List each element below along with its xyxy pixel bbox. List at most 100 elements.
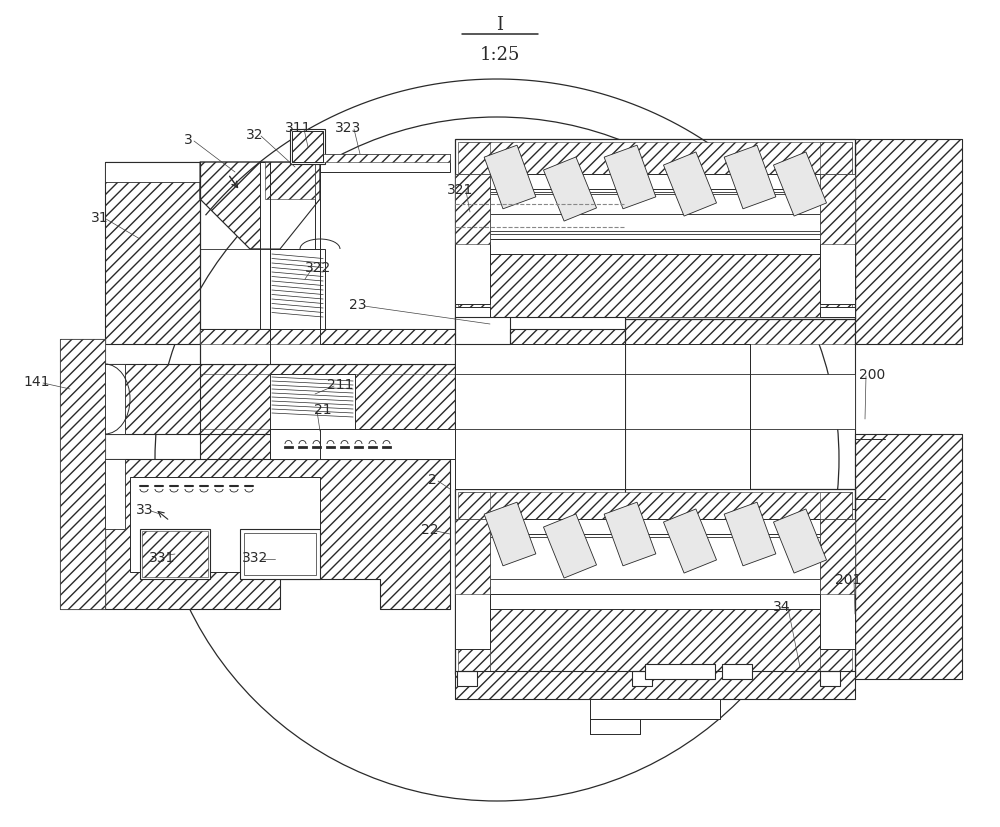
- Text: 141: 141: [24, 375, 50, 389]
- Bar: [820, 672, 840, 686]
- Bar: [270, 375, 355, 429]
- Bar: [590, 699, 720, 719]
- Polygon shape: [455, 318, 750, 490]
- Polygon shape: [543, 514, 597, 578]
- Bar: [490, 519, 820, 534]
- Polygon shape: [604, 503, 656, 566]
- Bar: [750, 375, 855, 429]
- Polygon shape: [820, 492, 852, 672]
- Polygon shape: [458, 492, 490, 672]
- Polygon shape: [200, 163, 320, 250]
- Polygon shape: [200, 345, 455, 375]
- Text: 200: 200: [859, 367, 885, 381]
- Bar: [490, 195, 820, 215]
- Bar: [292, 131, 323, 163]
- Bar: [625, 345, 750, 490]
- Bar: [855, 140, 962, 345]
- Bar: [455, 174, 490, 304]
- Polygon shape: [142, 532, 208, 577]
- Bar: [625, 318, 855, 509]
- Text: 33: 33: [136, 502, 154, 516]
- Text: 201: 201: [835, 572, 861, 586]
- Bar: [490, 595, 820, 609]
- Text: 22: 22: [421, 523, 439, 537]
- Polygon shape: [265, 163, 315, 200]
- Bar: [105, 460, 125, 529]
- Polygon shape: [855, 140, 962, 345]
- Bar: [490, 174, 820, 189]
- Bar: [455, 490, 855, 674]
- Polygon shape: [105, 365, 455, 434]
- Polygon shape: [455, 519, 490, 595]
- Polygon shape: [663, 509, 717, 573]
- Bar: [270, 250, 325, 330]
- Bar: [240, 529, 320, 579]
- Text: 34: 34: [773, 600, 791, 614]
- Polygon shape: [455, 672, 855, 719]
- Bar: [455, 345, 625, 490]
- Polygon shape: [820, 143, 852, 318]
- Bar: [820, 308, 855, 318]
- Polygon shape: [60, 340, 105, 609]
- Bar: [320, 155, 450, 173]
- Text: 3: 3: [184, 133, 192, 147]
- Polygon shape: [455, 174, 490, 245]
- Bar: [455, 672, 855, 699]
- Text: I: I: [497, 16, 504, 34]
- Bar: [855, 434, 962, 679]
- Bar: [457, 672, 477, 686]
- Bar: [722, 664, 752, 679]
- Bar: [200, 330, 455, 365]
- Polygon shape: [855, 140, 960, 340]
- Text: 23: 23: [349, 298, 367, 312]
- Bar: [105, 365, 455, 434]
- Bar: [105, 365, 125, 434]
- Bar: [105, 365, 125, 385]
- Polygon shape: [484, 146, 536, 209]
- Text: 31: 31: [91, 211, 109, 225]
- Bar: [260, 163, 315, 345]
- Polygon shape: [200, 330, 455, 345]
- Bar: [820, 174, 855, 304]
- Text: 322: 322: [305, 261, 331, 275]
- Text: 211: 211: [327, 378, 353, 391]
- Polygon shape: [460, 143, 852, 174]
- Bar: [60, 340, 105, 609]
- Bar: [290, 130, 325, 165]
- Polygon shape: [663, 153, 717, 217]
- Polygon shape: [855, 434, 962, 679]
- Polygon shape: [292, 131, 323, 163]
- Bar: [455, 140, 855, 319]
- Text: 2: 2: [428, 472, 436, 486]
- Polygon shape: [60, 340, 105, 609]
- Bar: [140, 529, 210, 579]
- Polygon shape: [820, 174, 855, 245]
- Text: 332: 332: [242, 550, 268, 564]
- Bar: [270, 429, 455, 460]
- Text: 323: 323: [335, 121, 361, 135]
- Bar: [490, 215, 820, 235]
- Polygon shape: [455, 318, 625, 345]
- Bar: [105, 414, 125, 434]
- Polygon shape: [320, 155, 450, 163]
- Bar: [820, 519, 855, 649]
- Bar: [645, 664, 715, 679]
- Text: 1:25: 1:25: [480, 46, 520, 64]
- Polygon shape: [105, 460, 450, 609]
- Polygon shape: [105, 163, 200, 345]
- Bar: [130, 477, 320, 572]
- Polygon shape: [724, 146, 776, 209]
- Polygon shape: [458, 143, 490, 318]
- Bar: [244, 533, 316, 576]
- Text: 331: 331: [149, 550, 175, 564]
- Text: 21: 21: [314, 403, 332, 417]
- Circle shape: [155, 118, 839, 801]
- Polygon shape: [460, 492, 852, 519]
- Polygon shape: [773, 153, 827, 217]
- Polygon shape: [820, 519, 855, 595]
- Polygon shape: [490, 595, 820, 672]
- Bar: [490, 240, 820, 255]
- Bar: [455, 308, 490, 318]
- Bar: [590, 719, 640, 734]
- Polygon shape: [604, 146, 656, 209]
